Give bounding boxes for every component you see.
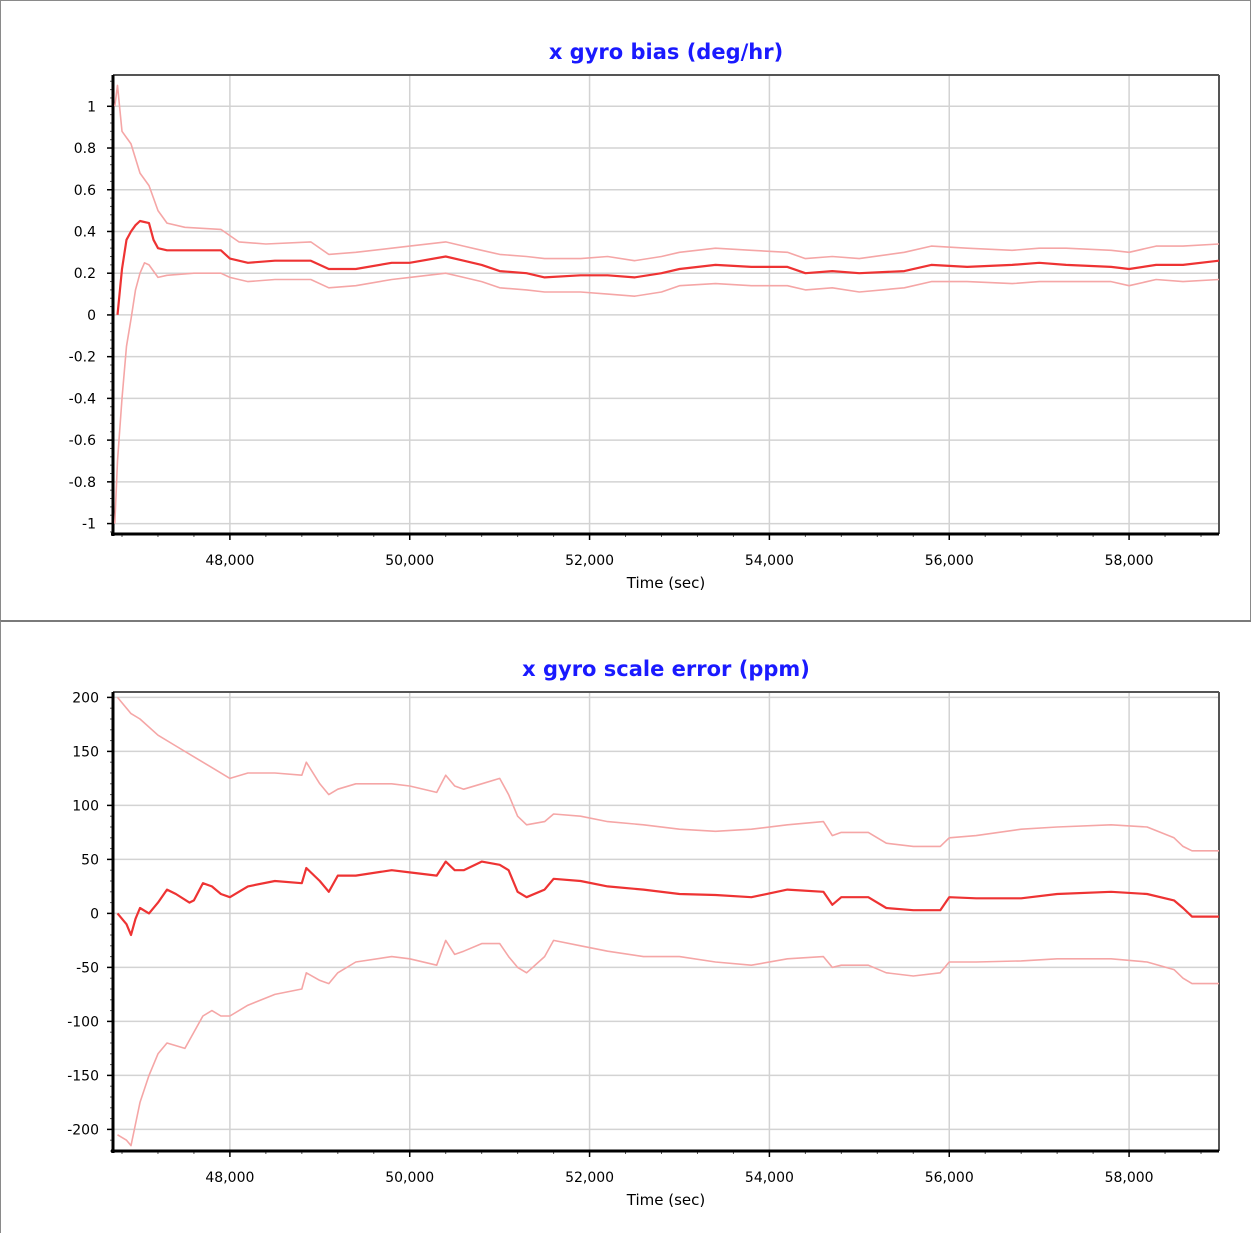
bias-chart: x gyro bias (deg/hr) 1 0.8 0.6 0.4 0.2 0 -0.2 -0… [69, 40, 1220, 592]
scale-error-chart: x gyro scale error (ppm) 200 150 100 50 0 -50 -… [67, 657, 1220, 1209]
x-tick-label: 50,000 [385, 553, 434, 569]
x-tick-label: 56,000 [925, 1170, 974, 1186]
x-tick-label: 54,000 [745, 1170, 794, 1186]
chart-title: x gyro bias (deg/hr) [549, 40, 783, 64]
y-tick-label: 1 [87, 99, 96, 115]
series-line-lower-bound [114, 262, 1219, 524]
y-tick-label: -0.4 [69, 391, 96, 407]
y-tick-label: 200 [72, 690, 99, 706]
x-tick-label: 58,000 [1105, 1170, 1154, 1186]
x-tick-label: 56,000 [925, 553, 974, 569]
series-line-upper-bound [114, 84, 1219, 262]
x-axis-label: Time (sec) [626, 574, 705, 592]
y-tick-label: -100 [67, 1014, 99, 1030]
y-tick-label: 0.8 [74, 141, 96, 157]
y-tick-label: 0.6 [74, 183, 96, 199]
x-tick-label: 50,000 [385, 1170, 434, 1186]
series-line-estimate [116, 860, 1219, 937]
x-tick-label: 48,000 [205, 1170, 254, 1186]
x-tick-label: 52,000 [565, 553, 614, 569]
x-tick-label: 52,000 [565, 1170, 614, 1186]
x-axis-label: Time (sec) [626, 1191, 705, 1209]
y-tick-label: -150 [67, 1068, 99, 1084]
y-tick-label: 50 [81, 852, 99, 868]
y-tick-label: -50 [76, 960, 99, 976]
plot-area [113, 75, 1219, 534]
series-line-upper-bound [116, 696, 1219, 852]
y-tick-label: 0 [87, 308, 96, 324]
y-tick-label: -1 [82, 517, 96, 533]
y-tick-label: 0.2 [74, 266, 96, 282]
y-tick-label: 100 [72, 798, 99, 814]
x-tick-label: 48,000 [205, 553, 254, 569]
series-line-estimate [116, 219, 1219, 316]
y-tick-label: 0 [90, 906, 99, 922]
y-tick-label: 0.4 [74, 224, 96, 240]
y-tick-label: -200 [67, 1122, 99, 1138]
x-tick-label: 54,000 [745, 553, 794, 569]
series-line-lower-bound [117, 939, 1219, 1147]
chart-title: x gyro scale error (ppm) [522, 657, 810, 681]
y-tick-label: -0.8 [69, 475, 96, 491]
x-tick-label: 58,000 [1105, 553, 1154, 569]
y-tick-label: 150 [72, 744, 99, 760]
bias-chart-panel: x gyro bias (deg/hr) 1 0.8 0.6 0.4 0.2 0 -0.2 -0… [0, 0, 1251, 620]
scale-error-chart-panel: x gyro scale error (ppm) 200 150 100 50 0 -50 -… [0, 620, 1251, 1233]
plot-area [113, 692, 1219, 1151]
y-tick-label: -0.2 [69, 350, 96, 366]
y-tick-label: -0.6 [69, 433, 96, 449]
